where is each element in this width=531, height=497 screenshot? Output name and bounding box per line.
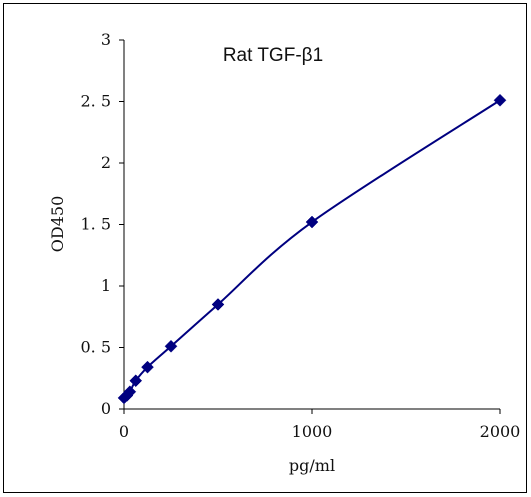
data-point-marker — [305, 215, 319, 229]
y-tick-label: 1. 5 — [80, 215, 111, 234]
x-tick-label: 0 — [119, 422, 129, 441]
x-tick-label: 2000 — [480, 422, 521, 441]
chart-frame — [3, 3, 527, 493]
x-tick-label: 1000 — [292, 422, 333, 441]
data-point-marker — [123, 385, 137, 399]
y-axis-title: OD450 — [48, 196, 67, 252]
markers-layer — [117, 93, 507, 405]
series-line — [123, 99, 501, 399]
data-point-marker — [164, 339, 178, 353]
series-layer — [123, 99, 501, 399]
y-tick-label: 3 — [101, 30, 111, 49]
y-tick-label: 0. 5 — [80, 338, 111, 357]
y-tick-label: 0 — [101, 399, 111, 418]
y-tick-label: 2 — [101, 153, 111, 172]
y-tick-label: 2. 5 — [80, 92, 111, 111]
data-point-marker — [129, 374, 143, 388]
y-tick-label: 1 — [101, 276, 111, 295]
x-axis-title: pg/ml — [289, 456, 335, 475]
data-point-marker — [141, 360, 154, 374]
data-point-marker — [211, 298, 225, 311]
data-point-marker — [493, 93, 507, 107]
ticks-layer: 0 0. 5 1 1. 5 2 2. 5 3 0 1000 2000 — [80, 30, 520, 441]
chart-title: Rat TGF-β1 — [223, 45, 323, 66]
